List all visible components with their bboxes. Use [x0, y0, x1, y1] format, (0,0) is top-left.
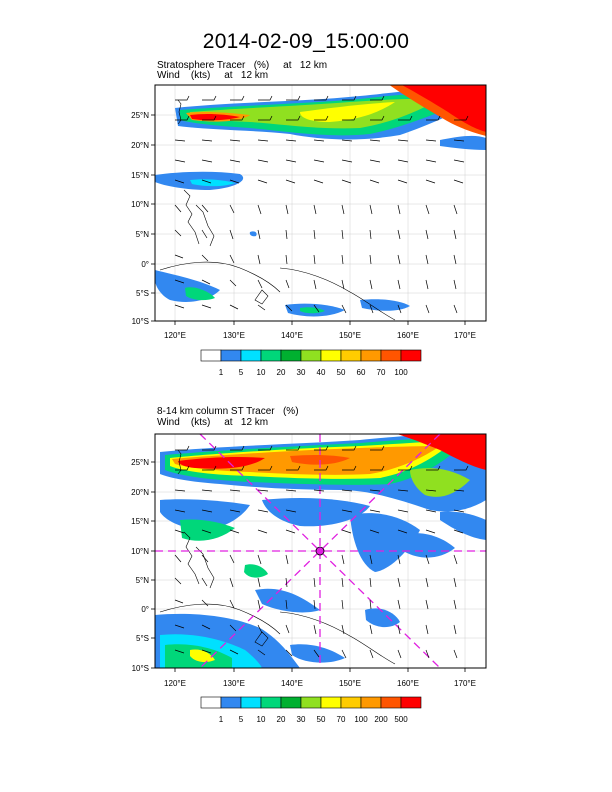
top-cb-label: 60 [357, 368, 366, 377]
storm-center-marker [315, 546, 325, 556]
bottom-cb-label: 100 [354, 715, 368, 724]
top-lon-label-160e: 160°E [397, 331, 419, 340]
top-lat-label-5s: 5°S [136, 289, 149, 298]
bottom-lat-label-25n: 25°N [131, 458, 149, 467]
top-lon-label-170e: 170°E [454, 331, 476, 340]
bottom-coastlines [159, 449, 396, 665]
bottom-lon-labels: 120°E 130°E 140°E 150°E 160°E 170°E [164, 679, 476, 688]
top-lat-label-15n: 15°N [131, 171, 149, 180]
top-lat-label-10n: 10°N [131, 200, 149, 209]
bottom-wind-barbs [174, 445, 469, 659]
top-lat-label-0: 0° [141, 260, 149, 269]
bottom-cb-label: 50 [317, 715, 326, 724]
top-wind-barbs [174, 95, 469, 314]
top-cb-label: 20 [277, 368, 286, 377]
top-cb-label: 100 [394, 368, 408, 377]
bottom-lat-label-10n: 10°N [131, 547, 149, 556]
top-lat-label-20n: 20°N [131, 141, 149, 150]
bottom-cb-label: 1 [219, 715, 224, 724]
top-cb-label: 10 [257, 368, 266, 377]
top-tracer-field [155, 85, 486, 317]
top-lon-label-150e: 150°E [339, 331, 361, 340]
top-cb-label: 50 [337, 368, 346, 377]
bottom-lon-label-130e: 130°E [223, 679, 245, 688]
top-panel-subtitle-tracer: Stratosphere Tracer (%) at 12 km [157, 60, 328, 71]
top-cb-label: 70 [377, 368, 386, 377]
bottom-colorbar [200, 696, 422, 709]
bottom-panel-subtitle-tracer: 8-14 km column ST Tracer (%) [157, 406, 299, 417]
figure-title: 2014-02-09_15:00:00 [202, 30, 410, 53]
top-lat-label-25n: 25°N [131, 111, 149, 120]
top-cb-label: 40 [317, 368, 326, 377]
bottom-lat-label-5n: 5°N [136, 576, 150, 585]
top-map: 25°N 20°N 15°N 10°N 5°N 0° 5°S 10°S 120°… [131, 84, 487, 340]
top-lat-label-5n: 5°N [136, 230, 150, 239]
bottom-cb-label: 500 [394, 715, 408, 724]
bottom-map: 25°N 20°N 15°N 10°N 5°N 0° 5°S 10°S 120°… [131, 433, 487, 688]
bottom-panel-subtitle-wind: Wind (kts) at 12 km [157, 417, 269, 428]
bottom-lon-label-150e: 150°E [339, 679, 361, 688]
top-colorbar [200, 349, 422, 362]
bottom-cb-label: 20 [277, 715, 286, 724]
top-cb-label: 30 [297, 368, 306, 377]
top-cb-label: 1 [219, 368, 224, 377]
bottom-lat-label-15n: 15°N [131, 517, 149, 526]
bottom-cb-label: 10 [257, 715, 266, 724]
bottom-lat-labels: 25°N 20°N 15°N 10°N 5°N 0° 5°S 10°S [131, 458, 149, 673]
bottom-lon-label-170e: 170°E [454, 679, 476, 688]
bottom-lat-label-20n: 20°N [131, 488, 149, 497]
bottom-lat-label-5s: 5°S [136, 634, 149, 643]
bottom-colorbar-labels: 1 5 10 20 30 50 70 100 200 500 [219, 715, 408, 724]
top-panel-subtitle-wind: Wind (kts) at 12 km [157, 70, 269, 81]
top-lon-label-140e: 140°E [281, 331, 303, 340]
bottom-lat-label-0: 0° [141, 605, 149, 614]
top-lat-labels: 25°N 20°N 15°N 10°N 5°N 0° 5°S 10°S [131, 111, 149, 326]
bottom-lon-label-140e: 140°E [281, 679, 303, 688]
top-colorbar-labels: 1 5 10 20 30 40 50 60 70 100 [219, 368, 408, 377]
top-coastlines [159, 99, 396, 321]
bottom-cb-label: 30 [297, 715, 306, 724]
top-lat-label-10s: 10°S [132, 317, 149, 326]
top-lon-label-130e: 130°E [223, 331, 245, 340]
bottom-cb-label: 200 [374, 715, 388, 724]
top-map-frame [154, 84, 487, 322]
bottom-cb-label: 5 [239, 715, 244, 724]
bottom-lat-label-10s: 10°S [132, 664, 149, 673]
bottom-lon-label-120e: 120°E [164, 679, 186, 688]
top-cb-label: 5 [239, 368, 244, 377]
bottom-lon-label-160e: 160°E [397, 679, 419, 688]
bottom-cb-label: 70 [337, 715, 346, 724]
top-lon-label-120e: 120°E [164, 331, 186, 340]
top-lon-labels: 120°E 130°E 140°E 150°E 160°E 170°E [164, 331, 476, 340]
